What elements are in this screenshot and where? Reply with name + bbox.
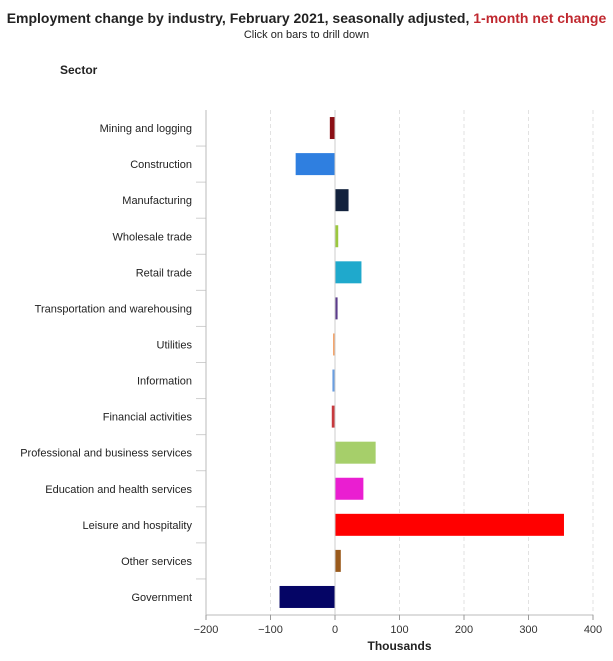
category-label: Other services xyxy=(121,556,192,568)
category-label: Information xyxy=(137,376,192,388)
category-label: Education and health services xyxy=(45,484,192,496)
x-tick-label: −100 xyxy=(258,624,283,636)
x-tick-label: 400 xyxy=(584,624,602,636)
sector-axis-heading: Sector xyxy=(60,63,98,77)
category-label: Financial activities xyxy=(103,412,193,424)
bar-utilities[interactable] xyxy=(333,333,335,356)
category-label: Professional and business services xyxy=(20,448,192,460)
bar-government[interactable] xyxy=(279,585,335,608)
bar-manufacturing[interactable] xyxy=(335,189,349,212)
bar-other-services[interactable] xyxy=(335,549,341,572)
chart-title-highlight: 1-month net change xyxy=(473,10,607,26)
category-label: Mining and logging xyxy=(100,123,192,135)
bar-information[interactable] xyxy=(332,369,335,392)
x-tick-label: 300 xyxy=(519,624,537,636)
bar-wholesale-trade[interactable] xyxy=(335,225,339,248)
x-tick-label: −200 xyxy=(194,624,219,636)
bar-education-and-health-services[interactable] xyxy=(335,477,364,500)
chart-subtitle: Click on bars to drill down xyxy=(243,29,370,41)
category-label: Retail trade xyxy=(136,267,192,279)
category-label: Construction xyxy=(130,159,192,171)
category-label: Transportation and warehousing xyxy=(35,303,192,315)
x-tick-label: 0 xyxy=(332,624,338,636)
chart-title: Employment change by industry, February … xyxy=(0,10,613,26)
category-label: Leisure and hospitality xyxy=(83,520,193,532)
bar-transportation-and-warehousing[interactable] xyxy=(335,297,338,320)
bar-retail-trade[interactable] xyxy=(335,261,362,284)
category-label: Government xyxy=(131,592,192,604)
x-axis-title: Thousands xyxy=(367,639,431,653)
category-label: Utilities xyxy=(157,339,193,351)
category-label: Wholesale trade xyxy=(113,231,193,243)
bar-construction[interactable] xyxy=(295,153,335,176)
chart-title-main: Employment change by industry, February … xyxy=(6,10,474,26)
bar-leisure-and-hospitality[interactable] xyxy=(335,513,564,536)
x-tick-label: 100 xyxy=(390,624,408,636)
x-tick-label: 200 xyxy=(455,624,473,636)
bar-mining-and-logging[interactable] xyxy=(329,117,335,140)
category-label: Manufacturing xyxy=(122,195,192,207)
bar-professional-and-business-services[interactable] xyxy=(335,441,376,464)
bar-financial-activities[interactable] xyxy=(331,405,335,428)
